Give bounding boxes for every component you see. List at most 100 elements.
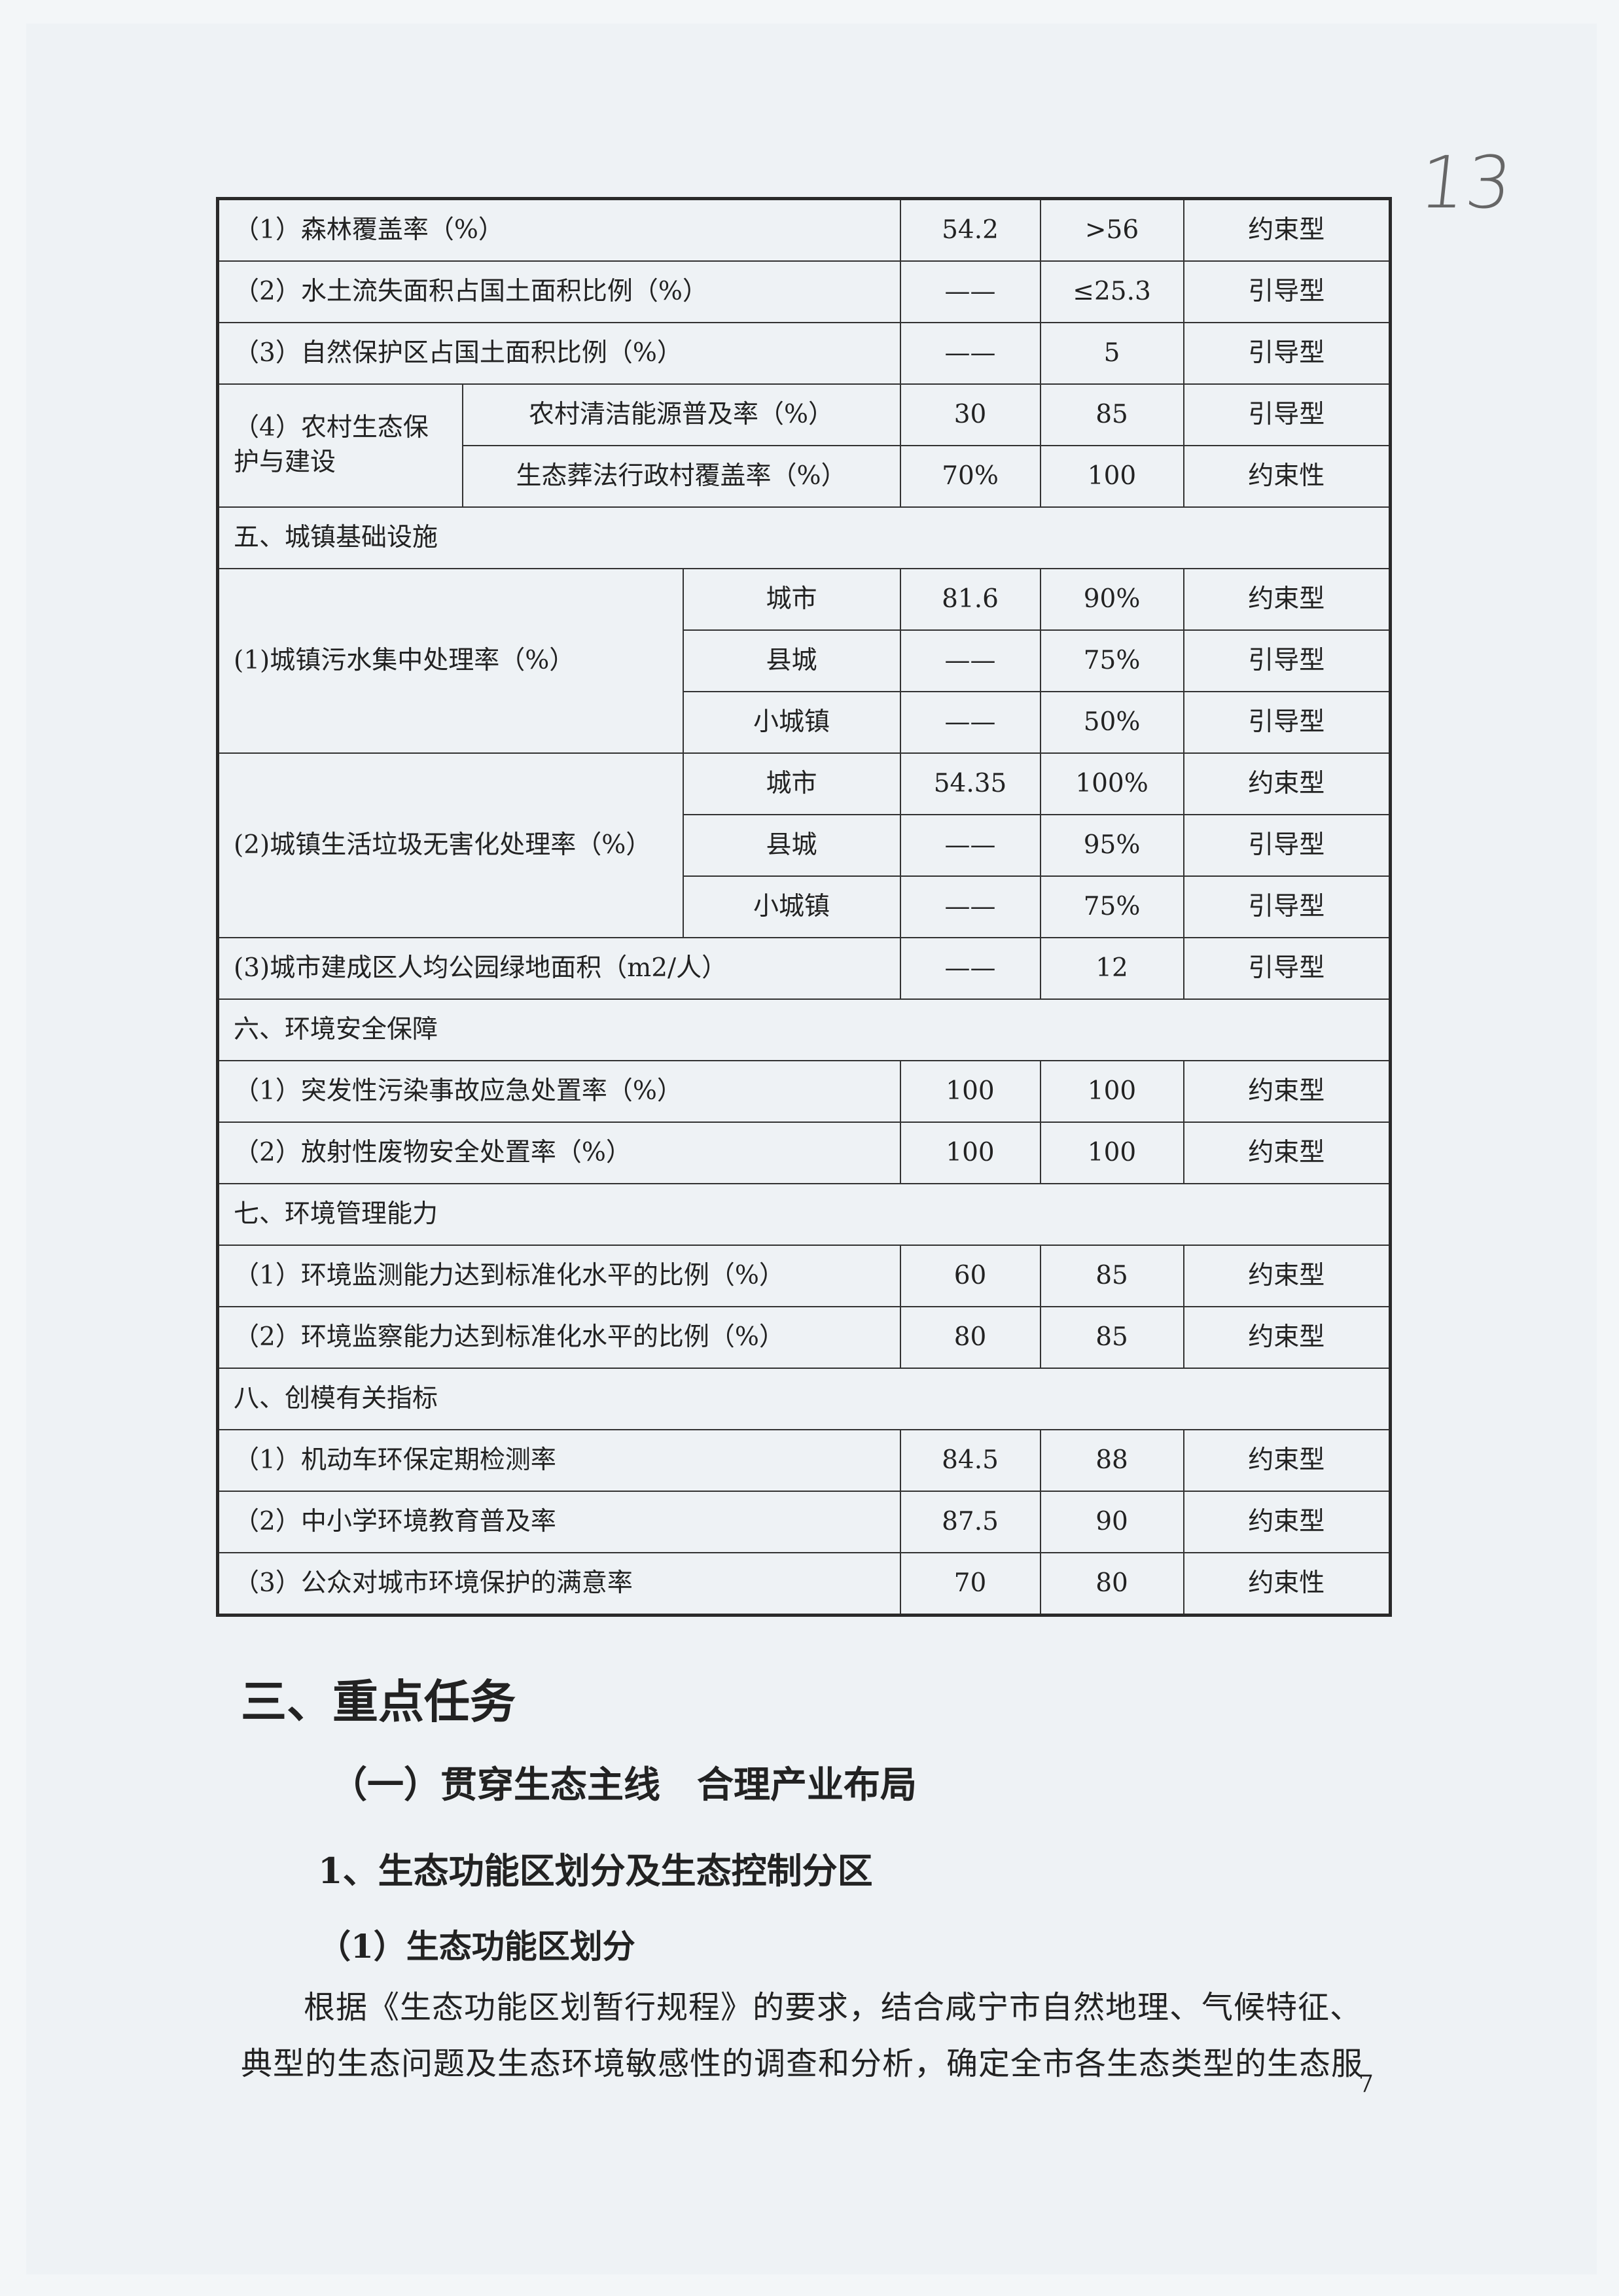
paragraph-line: 典型的生态问题及生态环境敏感性的调查和分析，确定全市各生态类型的生态服	[241, 2045, 1364, 2082]
indicator-label-cell: （1）突发性污染事故应急处置率（%）	[217, 1060, 901, 1123]
target-value-cell: 85	[1039, 1306, 1184, 1369]
target-value-cell: 85	[1039, 1245, 1184, 1307]
current-value-cell: 54.35	[899, 752, 1041, 815]
table-row: （2）放射性废物安全处置率（%） 100 100 约束型	[217, 1122, 1391, 1184]
indicator-label-cell: （3）公众对城市环境保护的满意率	[217, 1552, 901, 1616]
current-value-cell: 81.6	[899, 568, 1041, 631]
indicator-type-cell: 约束型	[1183, 568, 1391, 631]
table-row: （3）自然保护区占国土面积比例（%） —— 5 引导型	[217, 322, 1391, 385]
target-value-cell: 80	[1039, 1552, 1184, 1616]
group-label-cell: (1)城镇污水集中处理率（%）	[217, 568, 684, 754]
table-row: 县城 —— 75% 引导型	[218, 629, 1391, 692]
indicator-type-cell: 引导型	[1183, 322, 1391, 385]
indicator-label-cell: （1）环境监测能力达到标准化水平的比例（%）	[217, 1245, 901, 1307]
target-value-cell: >56	[1039, 198, 1184, 262]
indicator-type-cell: 约束性	[1183, 445, 1391, 508]
target-value-cell: 75%	[1039, 629, 1184, 692]
sub-indicator-label-cell: 小城镇	[682, 875, 901, 938]
indicator-type-cell: 约束型	[1183, 1306, 1391, 1369]
indicator-label-cell: （1）机动车环保定期检测率	[217, 1429, 901, 1492]
current-value-cell: 30	[899, 383, 1041, 446]
handwritten-page-mark: 13	[1415, 141, 1516, 224]
indicator-label-cell: （2）中小学环境教育普及率	[217, 1491, 901, 1553]
section-heading: 三、重点任务	[241, 1674, 516, 1729]
target-value-cell: 5	[1039, 322, 1184, 385]
indicator-type-cell: 约束性	[1183, 1552, 1391, 1616]
indicator-type-cell: 约束型	[1183, 1491, 1391, 1553]
current-value-cell: 60	[899, 1245, 1041, 1307]
current-value-cell: ——	[899, 322, 1041, 385]
sub-indicator-label-cell: 城市	[682, 568, 901, 631]
indicator-type-cell: 引导型	[1183, 937, 1391, 1000]
target-value-cell: 12	[1039, 937, 1184, 1000]
sub-indicator-label-cell: 县城	[682, 629, 901, 692]
indicator-type-cell: 引导型	[1183, 629, 1391, 692]
table-row: （4）农村生态保护与建设 农村清洁能源普及率（%） 30 85 引导型	[217, 383, 1391, 508]
current-value-cell: ——	[899, 629, 1041, 692]
table-row: （2）水土流失面积占国土面积比例（%） —— ≤25.3 引导型	[217, 260, 1391, 323]
indicator-type-cell: 引导型	[1183, 691, 1391, 754]
current-value-cell: 70	[899, 1552, 1041, 1616]
current-value-cell: ——	[899, 937, 1041, 1000]
section-row: 七、环境管理能力	[217, 1183, 1391, 1246]
section-label-cell: 七、环境管理能力	[217, 1183, 1391, 1246]
sub-indicator-label-cell: 小城镇	[682, 691, 901, 754]
indicator-type-cell: 引导型	[1183, 814, 1391, 877]
indicator-type-cell: 约束型	[1183, 1122, 1391, 1184]
indicator-label-cell: (3)城市建成区人均公园绿地面积（m2/人）	[217, 937, 901, 1000]
indicator-type-cell: 约束型	[1183, 1245, 1391, 1307]
target-value-cell: 50%	[1039, 691, 1184, 754]
paragraph-line: 根据《生态功能区划暂行规程》的要求，结合咸宁市自然地理、气候特征、	[304, 1989, 1362, 2026]
table-row: （2）环境监察能力达到标准化水平的比例（%） 80 85 约束型	[217, 1306, 1391, 1369]
subsubsection-heading: 1、生态功能区划分及生态控制分区	[318, 1850, 873, 1892]
table-row: (1)城镇污水集中处理率（%） 城市 81.6 90% 约束型	[217, 568, 1391, 754]
table-row: （2）中小学环境教育普及率 87.5 90 约束型	[217, 1491, 1391, 1553]
current-value-cell: 100	[899, 1060, 1041, 1123]
current-value-cell: ——	[899, 814, 1041, 877]
target-value-cell: 90	[1039, 1491, 1184, 1553]
section-row: 六、环境安全保障	[217, 998, 1391, 1061]
table-row: 小城镇 —— 75% 引导型	[218, 875, 1391, 938]
indicator-label-cell: （2）水土流失面积占国土面积比例（%）	[217, 260, 901, 323]
target-value-cell: 100	[1039, 1122, 1184, 1184]
table-row: 生态葬法行政村覆盖率（%） 70% 100 约束性	[218, 445, 1391, 508]
target-value-cell: 85	[1039, 383, 1184, 446]
table-row: （1）环境监测能力达到标准化水平的比例（%） 60 85 约束型	[217, 1245, 1391, 1307]
group-label-cell: (2)城镇生活垃圾无害化处理率（%）	[217, 752, 684, 938]
section-label-cell: 六、环境安全保障	[217, 998, 1391, 1061]
target-value-cell: 100	[1039, 1060, 1184, 1123]
indicator-type-cell: 约束型	[1183, 198, 1391, 262]
target-value-cell: 90%	[1039, 568, 1184, 631]
indicator-type-cell: 引导型	[1183, 383, 1391, 446]
table-row: （1）机动车环保定期检测率 84.5 88 约束型	[217, 1429, 1391, 1492]
indicator-type-cell: 引导型	[1183, 260, 1391, 323]
table-row: （1）森林覆盖率（%） 54.2 >56 约束型	[217, 198, 1391, 262]
target-value-cell: ≤25.3	[1039, 260, 1184, 323]
current-value-cell: ——	[899, 691, 1041, 754]
indicator-label-cell: （2）环境监察能力达到标准化水平的比例（%）	[217, 1306, 901, 1369]
indicator-label-cell: （2）放射性废物安全处置率（%）	[217, 1122, 901, 1184]
indicator-type-cell: 约束型	[1183, 1429, 1391, 1492]
indicator-table: （1）森林覆盖率（%） 54.2 >56 约束型 （2）水土流失面积占国土面积比例（%）…	[216, 197, 1393, 1617]
current-value-cell: 54.2	[899, 198, 1041, 262]
target-value-cell: 95%	[1039, 814, 1184, 877]
group-label-cell: （4）农村生态保护与建设	[217, 383, 463, 508]
item-heading: （1）生态功能区划分	[318, 1927, 635, 1966]
page-number: 7	[1359, 2071, 1374, 2098]
table-row: （1）突发性污染事故应急处置率（%） 100 100 约束型	[217, 1060, 1391, 1123]
section-row: 五、城镇基础设施	[217, 506, 1391, 569]
indicator-type-cell: 约束型	[1183, 752, 1391, 815]
section-label-cell: 五、城镇基础设施	[217, 506, 1391, 569]
indicator-type-cell: 引导型	[1183, 875, 1391, 938]
table-row: (3)城市建成区人均公园绿地面积（m2/人） —— 12 引导型	[217, 937, 1391, 1000]
section-label-cell: 八、创模有关指标	[217, 1368, 1391, 1430]
indicator-type-cell: 约束型	[1183, 1060, 1391, 1123]
current-value-cell: 70%	[899, 445, 1041, 508]
current-value-cell: ——	[899, 260, 1041, 323]
current-value-cell: ——	[899, 875, 1041, 938]
sub-indicator-label-cell: 城市	[682, 752, 901, 815]
current-value-cell: 84.5	[899, 1429, 1041, 1492]
current-value-cell: 80	[899, 1306, 1041, 1369]
indicator-label-cell: （1）森林覆盖率（%）	[217, 198, 901, 262]
current-value-cell: 87.5	[899, 1491, 1041, 1553]
